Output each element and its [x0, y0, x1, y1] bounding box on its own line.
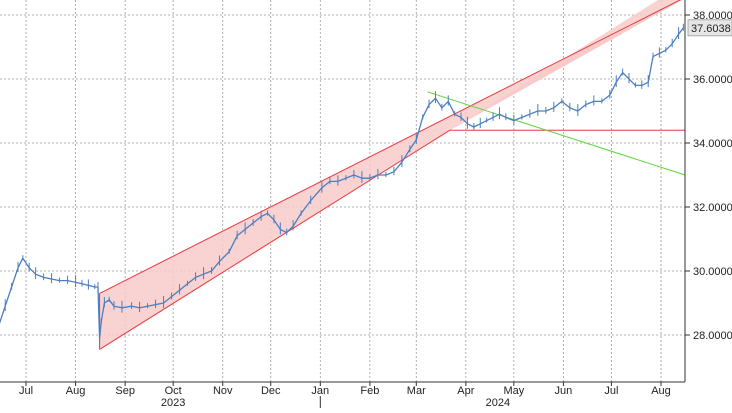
x-tick-label: Jul [604, 385, 618, 397]
price-series [0, 23, 684, 344]
trend-line [427, 91, 686, 176]
y-tick-label: 28.0000 [693, 330, 732, 342]
channel-lower-edge [99, 129, 451, 350]
x-tick-label: Nov [213, 385, 233, 397]
x-year-label: 2023 [161, 397, 185, 408]
x-tick-label: Aug [66, 385, 86, 397]
channel-upper-edge [99, 0, 682, 294]
last-value-label: 37.6038 [691, 23, 731, 35]
x-tick-label: Jan [311, 385, 329, 397]
channel-band-extension [449, 0, 683, 131]
x-tick-label: May [503, 385, 524, 397]
x-tick-label: Jul [19, 385, 33, 397]
x-tick-label: Apr [457, 385, 474, 397]
last-value-box [687, 19, 732, 37]
y-tick-label: 36.0000 [693, 74, 732, 86]
x-tick-label: Mar [407, 385, 426, 397]
x-tick-label: Dec [261, 385, 281, 397]
x-tick-label: Feb [360, 385, 379, 397]
y-tick-label: 32.0000 [693, 202, 732, 214]
x-tick-label: Jun [555, 385, 573, 397]
annotations [99, 0, 686, 350]
y-tick-label: 38.0000 [693, 10, 732, 22]
x-tick-label: Sep [115, 385, 135, 397]
x-tick-label: Aug [651, 385, 671, 397]
x-year-label: 2024 [486, 397, 510, 408]
y-tick-label: 30.0000 [693, 266, 732, 278]
y-tick-label: 34.0000 [693, 138, 732, 150]
x-tick-label: Oct [165, 385, 182, 397]
